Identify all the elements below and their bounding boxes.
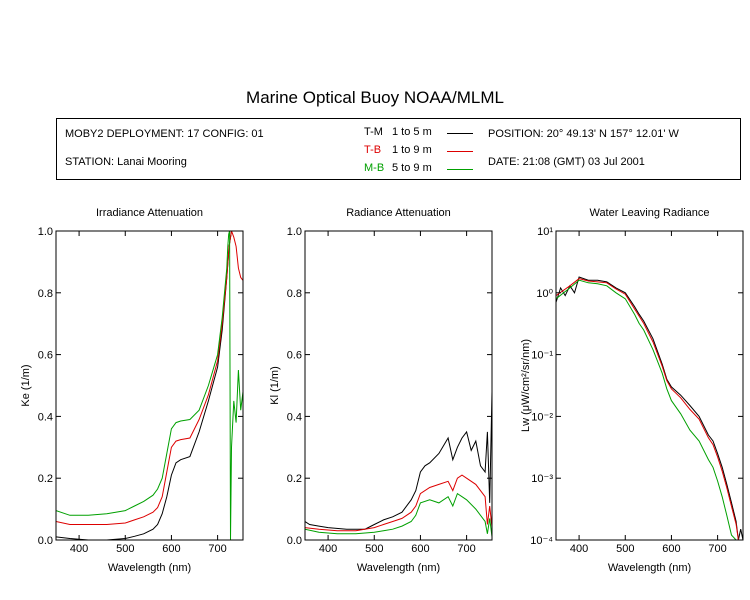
series-line-t-b xyxy=(305,474,492,532)
panel-title: Irradiance Attenuation xyxy=(96,207,203,219)
x-tick-label: 700 xyxy=(208,543,226,555)
x-tick-label: 500 xyxy=(116,543,134,555)
x-axis-label: Wavelength (nm) xyxy=(608,562,691,574)
legend-line-mb xyxy=(447,169,473,170)
legend-code-tb: T-B xyxy=(364,144,382,156)
series-line-t-m xyxy=(556,276,743,540)
series-line-m-b xyxy=(305,492,492,537)
y-tick-label: 10⁻² xyxy=(531,411,553,423)
legend-line-tm xyxy=(447,133,473,134)
y-tick-label: 0.4 xyxy=(38,411,53,423)
x-tick-label: 700 xyxy=(457,543,475,555)
x-tick-label: 700 xyxy=(708,543,726,555)
y-tick-label: 0.6 xyxy=(287,350,302,362)
legend-range-tb: 1 to 9 m xyxy=(392,144,432,156)
position-text: POSITION: 20° 49.13' N 157° 12.01' W xyxy=(488,128,679,140)
y-tick-label: 0.0 xyxy=(287,535,302,547)
x-tick-label: 600 xyxy=(411,543,429,555)
y-tick-label: 1.0 xyxy=(287,226,302,238)
x-tick-label: 600 xyxy=(662,543,680,555)
legend-code-tm: T-M xyxy=(364,126,383,138)
series-line-t-m xyxy=(305,391,492,530)
plot-frame xyxy=(555,230,744,541)
y-tick-label: 10¹ xyxy=(537,226,553,238)
x-tick-label: 400 xyxy=(570,543,588,555)
y-axis-label: Lw (μW/cm²/sr/nm) xyxy=(520,339,532,432)
legend-range-mb: 5 to 9 m xyxy=(392,162,432,174)
series-line-m-b xyxy=(556,279,737,540)
y-tick-label: 0.8 xyxy=(287,288,302,300)
y-tick-label: 10⁻¹ xyxy=(531,350,553,362)
series-line-m-b xyxy=(56,231,243,540)
y-tick-label: 10⁰ xyxy=(536,288,553,300)
y-axis-label: Kl (1/m) xyxy=(269,366,281,405)
chart-panel-2: Radiance Attenuation 400 500 600 700 0.0 0.2 0.… xyxy=(269,207,493,574)
legend-range-tm: 1 to 5 m xyxy=(392,126,432,138)
y-tick-label: 0.4 xyxy=(287,411,302,423)
y-tick-label: 10⁻³ xyxy=(531,473,553,485)
x-tick-label: 400 xyxy=(319,543,337,555)
x-tick-label: 600 xyxy=(162,543,180,555)
x-tick-label: 500 xyxy=(616,543,634,555)
y-tick-label: 10⁻⁴ xyxy=(530,535,553,547)
y-axis-label: Ke (1/m) xyxy=(20,364,32,406)
series-line-t-m xyxy=(56,231,232,540)
x-axis-label: Wavelength (nm) xyxy=(108,562,191,574)
y-tick-label: 0.0 xyxy=(38,535,53,547)
plot-frame xyxy=(304,230,493,541)
legend-code-mb: M-B xyxy=(364,162,385,174)
x-axis-label: Wavelength (nm) xyxy=(357,562,440,574)
y-tick-label: 0.8 xyxy=(38,288,53,300)
y-tick-label: 0.2 xyxy=(38,473,53,485)
chart-panel-1: Irradiance Attenuation 400 500 600 700 0.0 0.2… xyxy=(20,207,244,574)
y-tick-label: 1.0 xyxy=(38,226,53,238)
plot-frame xyxy=(55,230,244,541)
panel-title: Water Leaving Radiance xyxy=(589,207,709,219)
station-text: STATION: Lanai Mooring xyxy=(65,156,187,168)
legend-line-tb xyxy=(447,151,473,152)
y-tick-label: 0.6 xyxy=(38,350,53,362)
series-line-t-b xyxy=(56,231,243,525)
date-text: DATE: 21:08 (GMT) 03 Jul 2001 xyxy=(488,156,645,168)
chart-title: Marine Optical Buoy NOAA/MLML xyxy=(246,88,504,107)
series-line-t-b xyxy=(556,278,739,540)
chart-panel-3: Water Leaving Radiance 400 500 600 700 10⁻⁴ 10… xyxy=(520,207,744,574)
x-tick-label: 400 xyxy=(70,543,88,555)
info-box: MOBY2 DEPLOYMENT: 17 CONFIG: 01 STATION:… xyxy=(56,118,741,180)
deployment-text: MOBY2 DEPLOYMENT: 17 CONFIG: 01 xyxy=(65,128,264,140)
panel-title: Radiance Attenuation xyxy=(346,207,451,219)
y-tick-label: 0.2 xyxy=(287,473,302,485)
x-tick-label: 500 xyxy=(365,543,383,555)
